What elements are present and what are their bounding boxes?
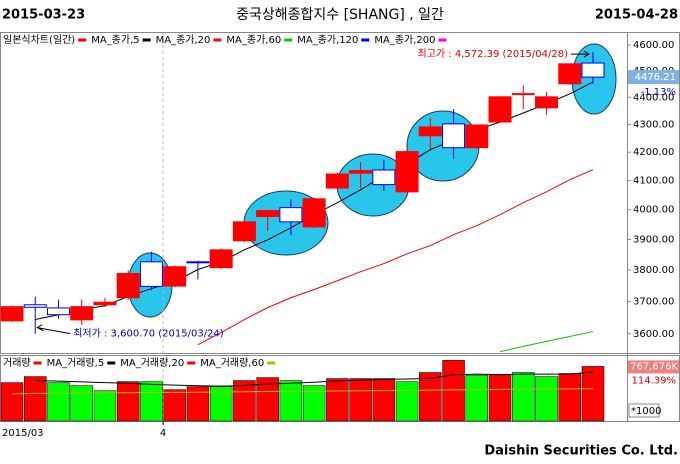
high-annotation: 최고가 : 4,572.39 (2015/04/28)	[418, 48, 569, 60]
x-tick-label: 2015/03	[2, 428, 44, 439]
y-tick-label: 3600.00	[633, 329, 674, 340]
candle-body	[511, 93, 535, 96]
low-annotation: 최저가 : 3,600.70 (2015/03/24)	[73, 328, 224, 340]
volume-bar	[419, 372, 442, 422]
volume-bar	[70, 385, 93, 422]
y-tick-label: 3700.00	[633, 297, 674, 308]
volume-bar	[279, 380, 303, 422]
start-date: 2015-03-23	[2, 8, 85, 23]
volume-bar	[256, 377, 279, 422]
volume-bar	[581, 366, 605, 422]
candle-body	[163, 266, 187, 287]
volume-bar	[302, 385, 326, 422]
volume-bar	[442, 360, 465, 422]
close-label: 4476.21	[635, 72, 676, 83]
legend-label: MA_거래량,60	[200, 357, 264, 369]
candle-body	[302, 198, 326, 228]
candle-body	[465, 124, 489, 149]
y-tick-label: 3800.00	[633, 265, 674, 276]
candle-body	[488, 96, 512, 123]
volume-box	[628, 360, 679, 374]
candle-body	[93, 301, 117, 306]
unit-box	[628, 403, 660, 418]
volume-bar	[0, 382, 24, 422]
y-tick-label: 4000.00	[633, 205, 674, 216]
legend-label: 일본식차트(일간)	[3, 34, 75, 46]
volume-bar	[535, 376, 558, 422]
volume-ratio-label: 114.39%	[632, 375, 677, 386]
volume-bar	[233, 380, 256, 422]
candle-body	[116, 273, 140, 299]
footer: Daishin Securities Co. Ltd.	[484, 444, 678, 459]
chart-title: 중국상해종합지수 [SHANG] , 일간	[236, 7, 444, 23]
end-date: 2015-04-28	[595, 8, 678, 23]
volume-bar	[349, 378, 372, 422]
ma-line	[499, 331, 594, 353]
legend-label: MA_종가,120	[297, 34, 358, 46]
legend-label: MA_거래량,5	[47, 357, 105, 369]
y-tick-label: 4300.00	[633, 119, 674, 130]
close-box	[628, 70, 679, 85]
candle-body	[256, 210, 280, 217]
volume-bar	[372, 378, 396, 422]
candle-body	[23, 304, 47, 308]
candle-body	[232, 221, 256, 242]
volume-bar	[47, 382, 70, 422]
candle-body	[186, 261, 210, 264]
candle-body	[558, 63, 582, 85]
candle-body	[535, 96, 559, 109]
legend-label: MA_거래량,20	[120, 357, 184, 369]
legend-label: MA_종가,5	[91, 34, 139, 46]
candle-body	[46, 307, 70, 316]
y-tick-label: 4200.00	[633, 147, 674, 158]
volume-bar	[93, 390, 117, 422]
candle-body	[325, 173, 349, 189]
volume-bar	[23, 376, 47, 422]
legend-label: MA_종가,200	[374, 34, 435, 46]
volume-last-label: 767,676K	[630, 361, 678, 372]
candle-body	[395, 151, 419, 193]
candle-body	[442, 123, 466, 149]
candle-body	[70, 306, 94, 321]
x-tick-label: 4	[160, 428, 166, 439]
volume-bar	[140, 381, 163, 422]
ma-line	[35, 371, 594, 387]
volume-bar	[512, 372, 535, 422]
candle-body	[349, 170, 373, 174]
volume-bar	[488, 374, 512, 422]
y-tick-label: 4400.00	[633, 92, 674, 103]
change-label: -1.13%	[641, 87, 676, 98]
volume-bar	[395, 381, 419, 422]
volume-bar	[465, 375, 489, 422]
candle-body	[581, 62, 605, 78]
volume-bar	[558, 373, 582, 422]
candle-body	[418, 126, 442, 137]
legend-label: 거래량	[3, 357, 31, 369]
volume-bar	[326, 378, 349, 422]
volume-bar	[163, 389, 186, 422]
ma-line	[11, 388, 594, 395]
candle-body	[372, 169, 396, 186]
y-tick-label: 4100.00	[633, 176, 674, 187]
legend-label: MA_종가,20	[156, 34, 211, 46]
highlights	[127, 43, 617, 318]
ma-line	[197, 169, 594, 346]
volume-bar	[186, 386, 210, 422]
arrow	[36, 324, 71, 335]
y-tick-label: 4600.00	[633, 40, 674, 51]
volume-unit: *1000	[631, 406, 661, 417]
volume-bar	[116, 381, 140, 422]
legend-label: MA_종가,60	[226, 34, 281, 46]
y-tick-label: 3900.00	[633, 235, 674, 246]
candle-body	[209, 249, 233, 269]
candle-body	[139, 261, 163, 287]
candle-body	[279, 207, 303, 223]
arrow	[571, 50, 590, 58]
candle-body	[0, 306, 24, 322]
